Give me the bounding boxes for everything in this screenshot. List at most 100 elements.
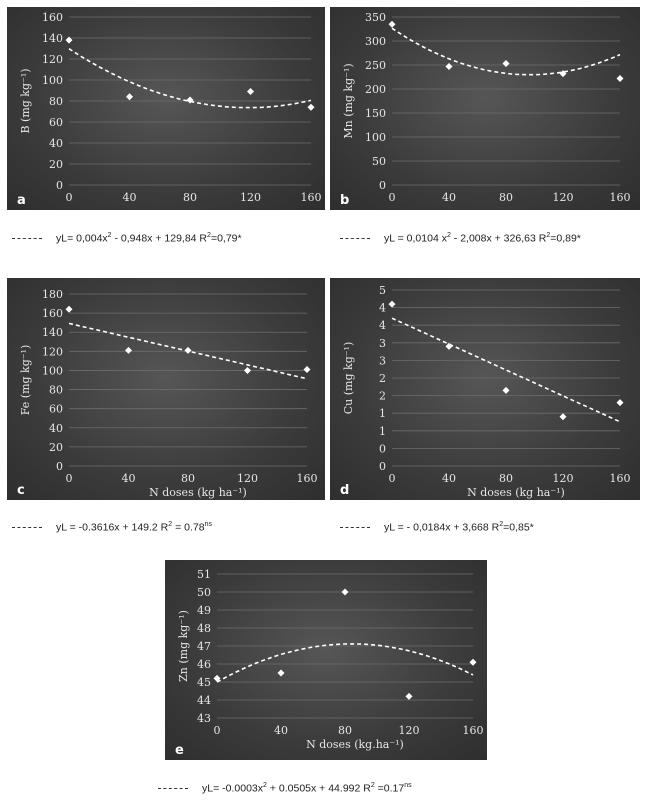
x-tick-label: 0: [389, 191, 396, 204]
fit-line-key: [12, 238, 42, 240]
x-tick-label: 160: [297, 472, 318, 485]
y-tick-label: 46: [197, 658, 211, 671]
y-tick-label: 80: [49, 95, 63, 108]
panel-a: 0 20 40 60 80 100 120 140 160 0 40 80 120 160 B (mg kg…: [7, 7, 325, 210]
y-tick-label: 80: [49, 384, 63, 397]
y-tick-label: 100: [365, 131, 386, 144]
y-tick-label: 4: [379, 319, 386, 332]
x-tick-label: 0: [66, 191, 73, 204]
y-tick-label: 60: [49, 403, 63, 416]
data-point: [186, 96, 194, 104]
y-tick-label: 250: [365, 59, 386, 72]
y-tick-label: 47: [197, 640, 211, 653]
y-tick-label: 48: [197, 622, 211, 635]
x-tick-label: 120: [240, 191, 261, 204]
x-tick-label: 40: [274, 724, 288, 737]
x-axis-label: N doses (kg.ha⁻¹): [306, 738, 404, 751]
legend-b: yL = 0,0104 x2 - 2,008x + 326,63 R2=0,89…: [340, 232, 581, 245]
data-point: [559, 413, 567, 421]
data-point: [616, 74, 624, 82]
data-point: [307, 103, 315, 111]
x-tick-label: 40: [122, 472, 136, 485]
x-tick-label: 0: [389, 472, 396, 485]
y-tick-label: 2: [379, 390, 386, 403]
data-point: [445, 342, 453, 350]
chart-a: 0 20 40 60 80 100 120 140 160 0 40 80 120 160 B (mg kg…: [17, 11, 322, 208]
y-tick-label: 300: [365, 35, 386, 48]
y-axis-label: B (mg kg⁻¹): [19, 68, 32, 133]
equation-e-sup1: 2: [263, 782, 267, 789]
x-tick-label: 40: [123, 191, 137, 204]
data-point: [65, 36, 73, 44]
equation-d-prefix: yL = - 0,0184x + 3,668 R: [384, 521, 500, 534]
data-point: [388, 300, 396, 308]
data-point: [126, 93, 133, 101]
y-tick-label: 1: [379, 425, 386, 438]
y-tick-label: 3: [379, 337, 386, 350]
y-tick-label: 120: [42, 345, 63, 358]
y-tick-label: 160: [42, 11, 63, 24]
y-tick-label: 45: [197, 676, 211, 689]
data-point: [388, 20, 396, 28]
equation-b-sup2: 2: [546, 232, 551, 239]
trend-line: [68, 48, 312, 109]
panel-letter: d: [340, 483, 349, 498]
panel-e: 43 44 45 46 47 48 49 50 51 0 40 80 120 160 Zn (mg kg⁻¹…: [165, 560, 487, 760]
data-point: [303, 365, 311, 373]
y-tick-label: 60: [49, 116, 63, 129]
equation-e-sig: ns: [404, 782, 412, 789]
y-tick-label: 350: [365, 11, 386, 24]
panel-d: 0 0 1 1 2 2 3 3 4 4 5 0 40 80 120 160 Cu (mg kg⁻¹) N dose…: [330, 278, 640, 500]
y-tick-label: 140: [42, 326, 63, 339]
y-axis-label: Fe (mg kg⁻¹): [19, 345, 32, 416]
x-axis-label: N doses (kg ha⁻¹): [467, 486, 565, 499]
y-tick-label: 20: [49, 158, 63, 171]
x-axis-label: N doses (kg ha⁻¹): [149, 486, 247, 499]
x-tick-label: 80: [181, 472, 195, 485]
x-tick-label: 160: [301, 191, 322, 204]
fit-line-key: [340, 238, 370, 240]
data-point: [213, 674, 221, 682]
equation-a-prefix: yL= 0,004x: [56, 232, 108, 245]
equation-b-prefix: yL = 0,0104 x: [384, 232, 447, 245]
equation-a-sup2: 2: [207, 232, 211, 239]
x-tick-label: 80: [338, 724, 352, 737]
data-point: [469, 658, 477, 666]
y-tick-label: 51: [197, 568, 211, 581]
legend-c: yL = -0.3616x + 149.2 R2 = 0.78ns: [12, 521, 212, 534]
equation-c-sup2: 2: [168, 521, 173, 528]
x-tick-label: 120: [237, 472, 258, 485]
x-tick-label: 120: [399, 724, 420, 737]
y-tick-label: 50: [197, 586, 211, 599]
y-tick-label: 50: [372, 155, 386, 168]
x-tick-label: 40: [442, 191, 456, 204]
fit-line-key: [340, 527, 370, 529]
equation-b-suffix: =0,89*: [550, 232, 581, 245]
data-point: [502, 60, 510, 68]
y-tick-label: 120: [42, 53, 63, 66]
equation-e-mid: + 0.0505x + 44.992 R: [266, 782, 371, 795]
y-tick-label: 160: [42, 307, 63, 320]
data-point: [405, 692, 413, 700]
equation-e-suffix: =0.17: [374, 782, 405, 795]
y-tick-label: 1: [379, 407, 386, 420]
data-point: [247, 88, 254, 96]
y-tick-label: 2: [379, 372, 386, 385]
x-tick-label: 160: [610, 472, 631, 485]
equation-b-mid: - 2,008x + 326,63 R: [450, 232, 547, 245]
y-tick-label: 3: [379, 354, 386, 367]
data-point: [184, 346, 192, 354]
x-tick-label: 80: [183, 191, 197, 204]
y-tick-label: 49: [197, 604, 211, 617]
panel-letter: c: [17, 483, 25, 498]
data-point: [244, 366, 251, 374]
y-tick-label: 200: [365, 83, 386, 96]
y-tick-label: 180: [42, 288, 63, 301]
trend-line: [391, 27, 621, 76]
fit-line-key: [158, 788, 188, 790]
x-tick-label: 160: [463, 724, 484, 737]
equation-d-sup2: 2: [499, 521, 504, 528]
data-point: [502, 386, 510, 394]
chart-e: 43 44 45 46 47 48 49 50 51 0 40 80 120 160 Zn (mg kg⁻¹…: [175, 568, 484, 758]
